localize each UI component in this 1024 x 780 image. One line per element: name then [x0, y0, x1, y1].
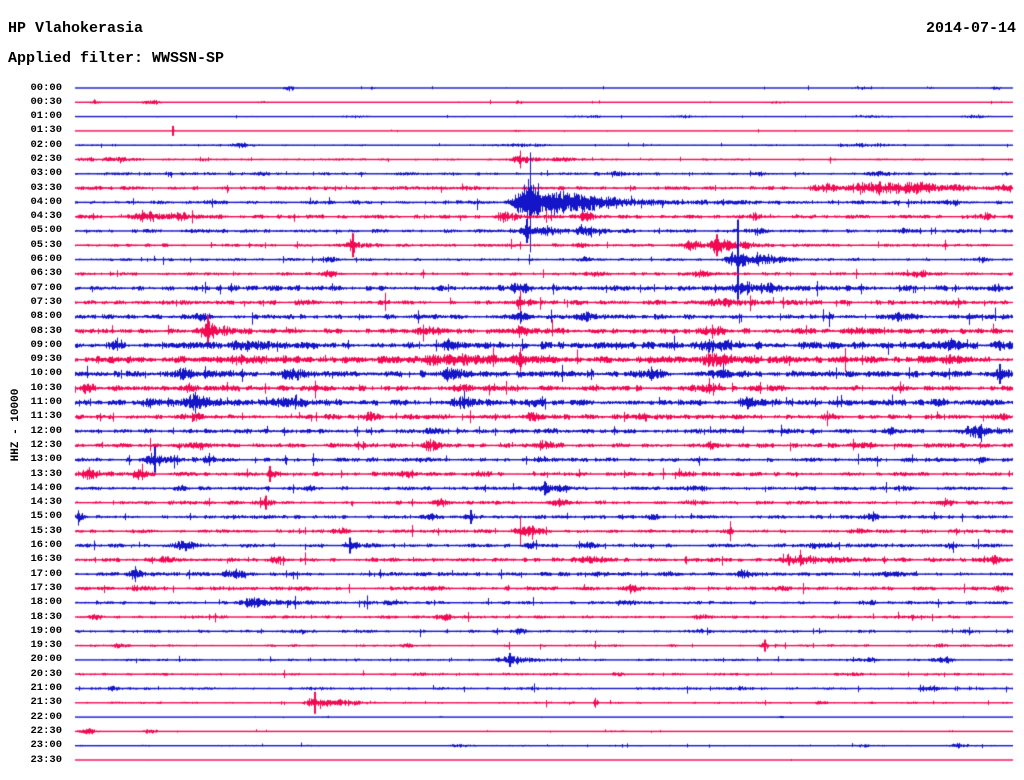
helicorder-page: HP Vlahokerasia 2014-07-14 Applied filte…	[0, 0, 1024, 780]
helicorder-traces-canvas	[0, 0, 1024, 780]
